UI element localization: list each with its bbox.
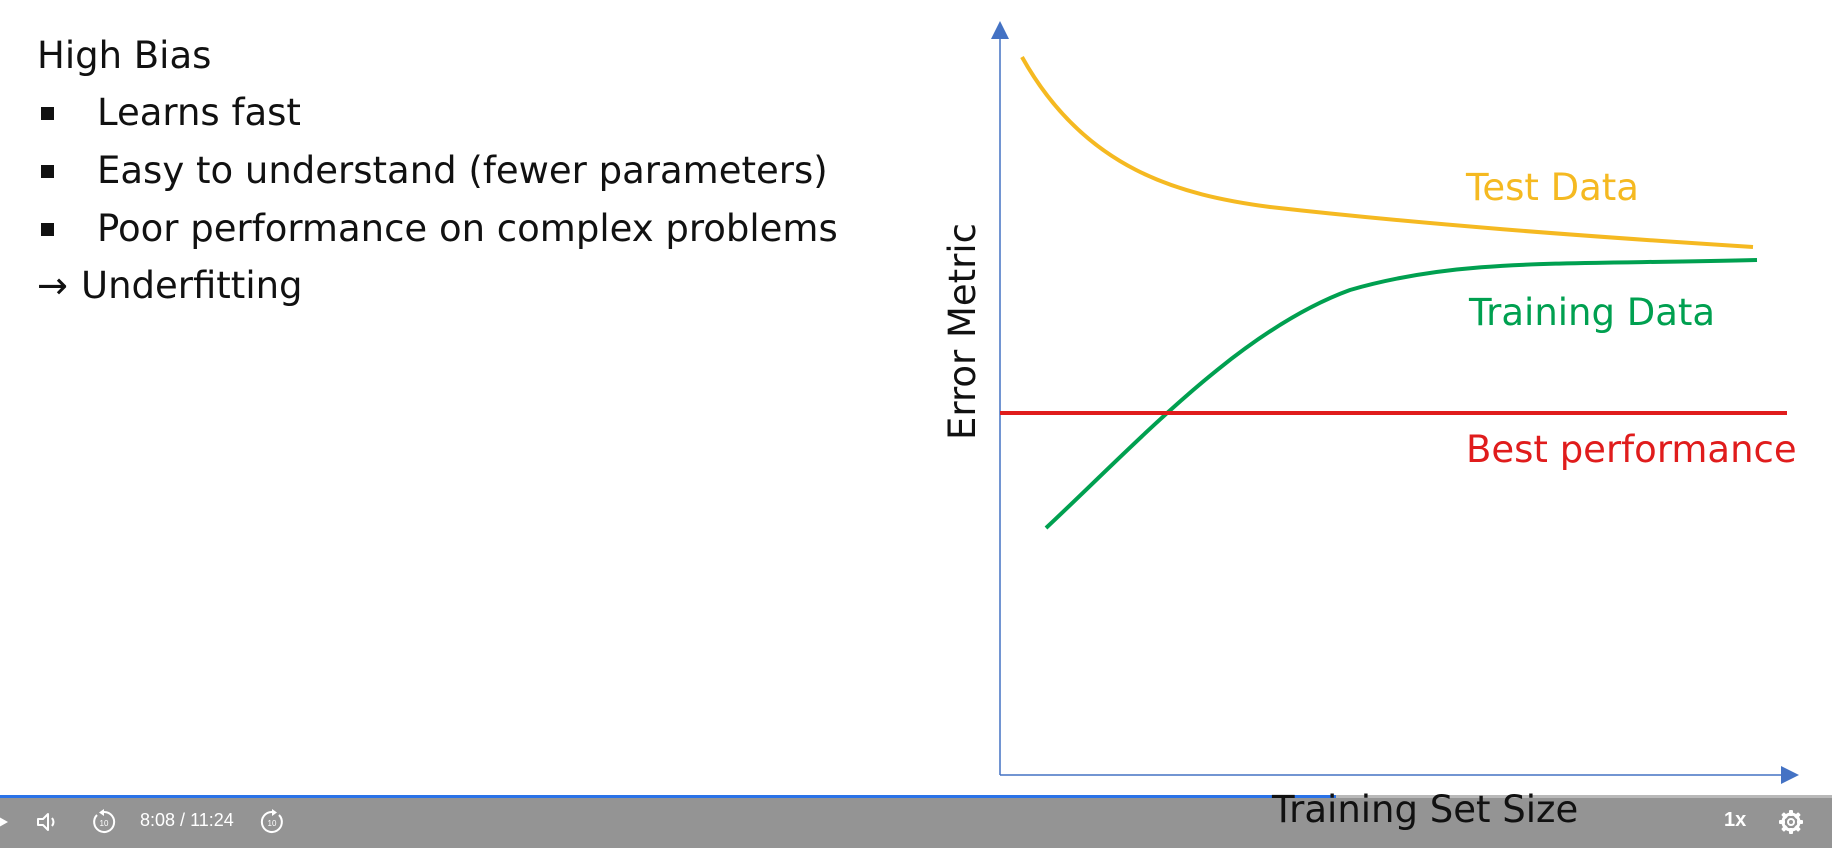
series-line-training-data — [1044, 258, 1758, 530]
playback-speed-button[interactable]: 1x — [1724, 809, 1747, 831]
settings-gear-icon — [1779, 810, 1803, 834]
forward-10-icon: 10 — [260, 809, 283, 833]
x-axis-label: Training Set Size — [1272, 788, 1579, 831]
square-bullet-icon — [41, 223, 54, 236]
play-icon — [0, 817, 8, 827]
series-label-best-performance: Best performance — [1466, 428, 1797, 471]
bullet-text: Learns fast — [97, 91, 301, 134]
time-display: 8:08 / 11:24 — [140, 810, 234, 831]
volume-button[interactable] — [34, 808, 62, 836]
volume-icon — [37, 813, 55, 831]
right-arrow-icon: → — [37, 264, 69, 307]
conclusion-line: → Underfitting — [37, 264, 303, 307]
play-button[interactable] — [0, 808, 14, 836]
duration: 11:24 — [190, 810, 234, 830]
settings-button[interactable] — [1777, 808, 1805, 836]
rewind-seconds-label: 10 — [100, 819, 109, 828]
forward-seconds-label: 10 — [268, 819, 277, 828]
bullet-text: Easy to understand (fewer parameters) — [97, 149, 828, 192]
progress-fill — [0, 795, 1336, 798]
series-line-test-data — [1020, 56, 1754, 249]
slide-title: High Bias — [37, 34, 212, 77]
series-label-training-data: Training Data — [1468, 291, 1715, 334]
current-time: 8:08 — [140, 810, 176, 830]
y-axis-label: Error Metric — [941, 223, 984, 440]
conclusion-text: Underfitting — [81, 264, 303, 307]
series-label-test-data: Test Data — [1465, 166, 1639, 209]
forward-10-button[interactable]: 10 — [258, 808, 286, 836]
bullet-text: Poor performance on complex problems — [97, 207, 838, 250]
time-separator: / — [175, 810, 191, 830]
square-bullet-icon — [41, 107, 54, 120]
progress-track[interactable] — [0, 795, 1832, 798]
rewind-10-icon: 10 — [93, 809, 116, 833]
rewind-10-button[interactable]: 10 — [90, 808, 118, 836]
square-bullet-icon — [41, 165, 54, 178]
player-control-bar: 10 8:08 / 11:24 10 1x — [0, 795, 1832, 848]
